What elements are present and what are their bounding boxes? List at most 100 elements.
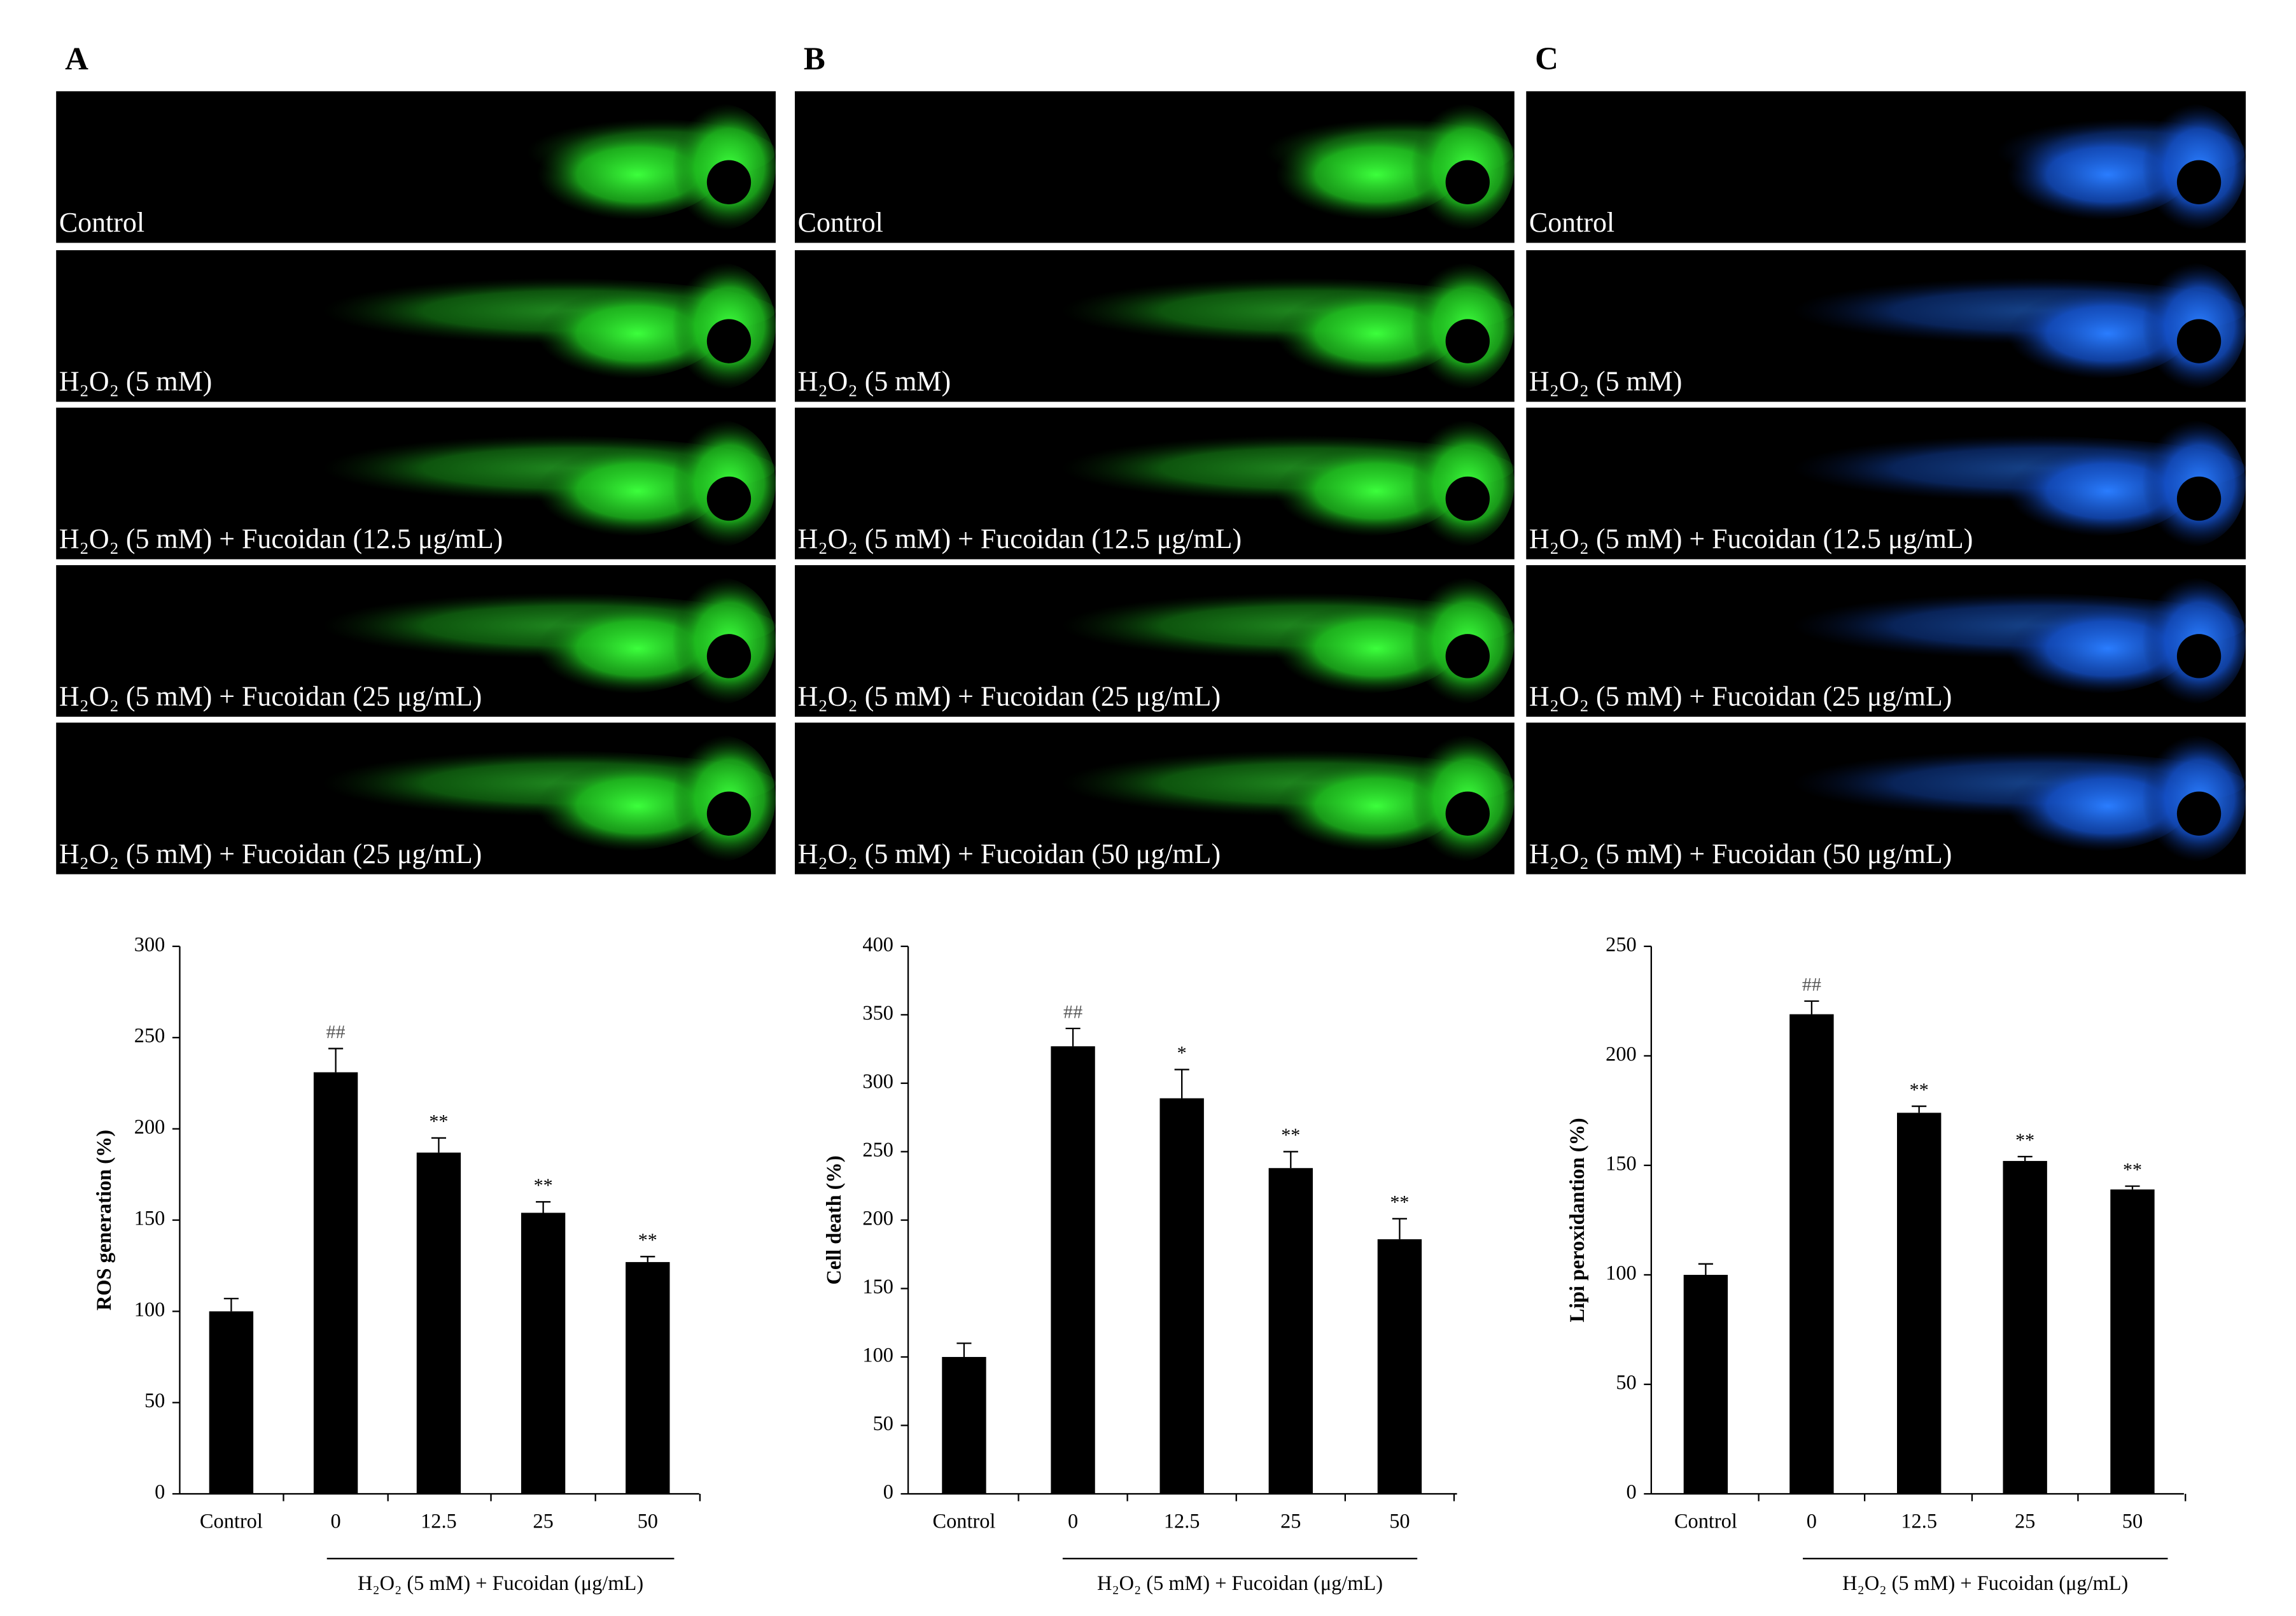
x-tick-label: 50 <box>1389 1510 1410 1533</box>
fish-eye <box>2176 634 2222 678</box>
bar <box>1377 1239 1422 1494</box>
significance: ## <box>1063 1001 1082 1023</box>
significance: ** <box>1910 1079 1929 1100</box>
fish-eye <box>706 634 752 678</box>
x-tick-label: Control <box>933 1510 996 1533</box>
x-tick-label: 25 <box>1280 1510 1301 1533</box>
significance: ** <box>2015 1129 2034 1151</box>
fish-eye <box>1445 476 1490 521</box>
x-tick-label: 25 <box>2015 1510 2035 1533</box>
bar <box>1683 1274 1728 1494</box>
y-tick-label: 0 <box>883 1480 893 1503</box>
caption: H₂O₂ (5 mM) + Fucoidan (50 μg/mL) <box>798 838 1221 869</box>
caption: Control <box>59 207 144 238</box>
fish-eye <box>1445 319 1490 363</box>
bar <box>1051 1046 1095 1494</box>
x-tick-label: 12.5 <box>1164 1510 1200 1533</box>
x-tick-label: Control <box>1674 1510 1737 1533</box>
bar <box>942 1357 986 1494</box>
fish-eye <box>706 476 752 521</box>
y-tick-label: 0 <box>155 1480 165 1503</box>
bar <box>1897 1113 1942 1494</box>
y-tick-label: 150 <box>134 1207 165 1230</box>
caption: H₂O₂ (5 mM) <box>59 366 212 397</box>
significance: ## <box>326 1021 346 1043</box>
significance: ** <box>429 1111 448 1132</box>
significance: ** <box>534 1174 553 1196</box>
panel-letter: C <box>1535 41 1558 77</box>
x-tick-label: 0 <box>330 1510 340 1533</box>
bar <box>2003 1161 2047 1494</box>
y-axis-title: Cell death (%) <box>823 1155 846 1284</box>
x-tick-label: 50 <box>2122 1510 2143 1533</box>
caption: H₂O₂ (5 mM) + Fucoidan (12.5 μg/mL) <box>798 523 1242 554</box>
fish-eye <box>1445 160 1490 204</box>
group-label: H₂O₂ (5 mM) + Fucoidan (μg/mL) <box>1097 1572 1383 1595</box>
y-tick-label: 200 <box>1606 1043 1637 1065</box>
x-tick-label: 12.5 <box>1901 1510 1937 1533</box>
y-tick-label: 150 <box>1606 1152 1637 1175</box>
y-tick-label: 50 <box>873 1412 893 1435</box>
significance: * <box>1177 1042 1187 1064</box>
significance: ** <box>2123 1158 2142 1180</box>
significance: ** <box>1390 1191 1409 1213</box>
bar <box>521 1212 566 1494</box>
fish-eye <box>706 791 752 836</box>
y-tick-label: 100 <box>134 1298 165 1321</box>
caption: H₂O₂ (5 mM) + Fucoidan (12.5 μg/mL) <box>59 523 503 554</box>
group-label: H₂O₂ (5 mM) + Fucoidan (μg/mL) <box>1842 1572 2128 1595</box>
y-tick-label: 100 <box>862 1344 893 1367</box>
fish-eye <box>2176 160 2222 204</box>
y-tick-label: 200 <box>134 1116 165 1139</box>
y-tick-label: 250 <box>134 1025 165 1048</box>
y-tick-label: 50 <box>1616 1371 1636 1394</box>
significance: ** <box>1281 1124 1300 1146</box>
y-tick-label: 150 <box>862 1275 893 1298</box>
y-tick-label: 300 <box>134 933 165 956</box>
fish-eye <box>1445 791 1490 836</box>
fish-eye <box>706 160 752 204</box>
caption: H₂O₂ (5 mM) + Fucoidan (25 μg/mL) <box>59 680 482 712</box>
caption: Control <box>1529 207 1614 238</box>
caption: H₂O₂ (5 mM) + Fucoidan (25 μg/mL) <box>1529 680 1952 712</box>
x-tick-label: 12.5 <box>421 1510 457 1533</box>
x-tick-label: Control <box>200 1510 263 1533</box>
x-tick-label: 0 <box>1807 1510 1817 1533</box>
y-tick-label: 50 <box>144 1389 165 1412</box>
bar <box>1789 1014 1834 1494</box>
caption: H₂O₂ (5 mM) + Fucoidan (25 μg/mL) <box>59 838 482 869</box>
bar <box>1159 1098 1204 1494</box>
significance: ## <box>1802 974 1821 995</box>
fish-eye <box>706 319 752 363</box>
caption: H₂O₂ (5 mM) + Fucoidan (50 μg/mL) <box>1529 838 1952 869</box>
caption: H₂O₂ (5 mM) <box>1529 366 1682 397</box>
caption: Control <box>798 207 883 238</box>
y-tick-label: 300 <box>862 1070 893 1093</box>
panel-letter: B <box>804 41 825 77</box>
y-axis-title: ROS generation (%) <box>93 1130 116 1310</box>
fish-eye <box>2176 791 2222 836</box>
caption: H₂O₂ (5 mM) + Fucoidan (25 μg/mL) <box>798 680 1221 712</box>
y-tick-label: 100 <box>1606 1261 1637 1284</box>
fish-eye <box>1445 634 1490 678</box>
y-tick-label: 400 <box>862 933 893 956</box>
y-tick-label: 250 <box>1606 933 1637 956</box>
bar <box>626 1261 670 1494</box>
x-tick-label: 0 <box>1068 1510 1078 1533</box>
caption: H₂O₂ (5 mM) <box>798 366 951 397</box>
y-tick-label: 350 <box>862 1002 893 1025</box>
bar <box>416 1152 461 1494</box>
y-tick-label: 0 <box>1627 1480 1637 1503</box>
fish-eye <box>2176 476 2222 521</box>
x-tick-label: 25 <box>533 1510 553 1533</box>
significance: ** <box>638 1229 657 1251</box>
y-tick-label: 250 <box>862 1139 893 1162</box>
y-tick-label: 200 <box>862 1207 893 1230</box>
bar <box>209 1311 254 1494</box>
fish-eye <box>2176 319 2222 363</box>
caption: H₂O₂ (5 mM) + Fucoidan (12.5 μg/mL) <box>1529 523 1973 554</box>
group-label: H₂O₂ (5 mM) + Fucoidan (μg/mL) <box>358 1572 643 1595</box>
bar <box>2110 1189 2155 1494</box>
